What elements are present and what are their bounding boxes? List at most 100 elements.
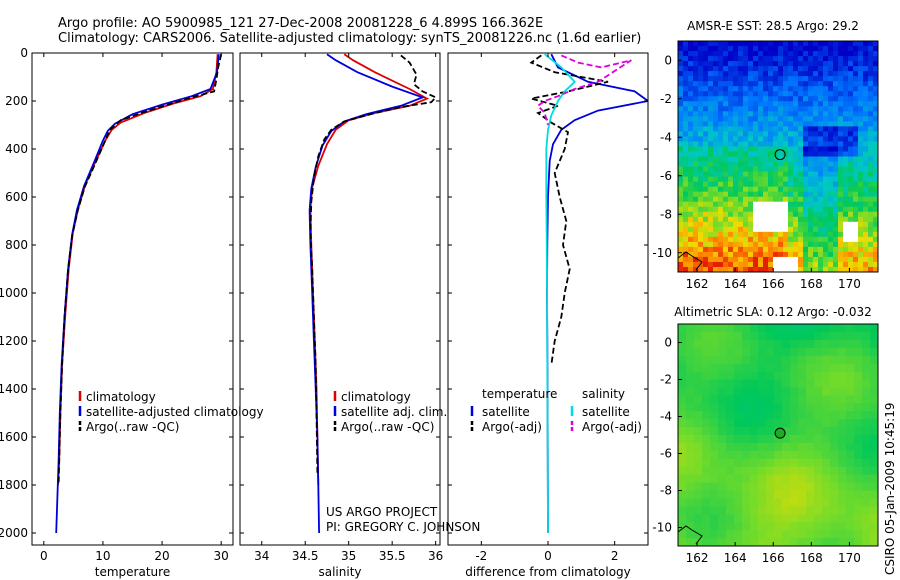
map-cell [683,136,689,142]
map-cell [702,339,711,349]
project-annotation: PI: GREGORY C. JOHNSON [326,520,480,534]
map-cell [678,196,684,203]
map-cell [718,427,727,436]
map-cell [788,206,794,213]
map-cell [750,450,759,460]
map-cell [823,161,829,168]
map-cell [818,61,824,67]
map-cell [803,241,809,248]
map-cell [743,141,749,147]
map-cell [873,126,879,132]
map-cell [853,261,859,268]
map-cell [738,106,744,112]
map-cell [688,201,694,208]
map-cell [858,201,864,208]
map-cell [862,419,871,428]
map-cell [718,490,727,499]
map-cell [808,186,814,193]
map-cell [688,186,694,193]
map-cell [748,111,754,117]
map-cell [708,131,714,137]
map-cell [733,51,739,57]
map-cell [778,221,784,228]
credit-text: CSIRO 05-Jan-2009 10:45:19 [883,403,897,575]
map-cell [828,211,834,218]
map-cell [710,371,719,380]
map-cell [788,256,794,263]
map-cell [873,211,879,218]
map-cell [703,221,709,228]
map-cell [870,490,879,499]
map-cell [790,435,799,444]
map-cell [702,450,711,460]
map-cell [702,347,711,357]
map-cell [868,186,874,193]
map-cell [773,111,779,117]
map-cell [688,161,694,168]
map-cell [758,395,767,404]
map-cell [758,46,764,52]
map-cell [870,411,879,420]
map-cell [798,156,804,163]
map-cell [758,266,764,273]
map-cell [718,91,724,97]
legend-label: Argo(..raw -QC) [86,420,179,434]
map-cell [848,166,854,173]
map-cell [853,231,859,238]
map-cell [743,201,749,208]
map-cell [698,51,704,57]
map-cell [788,76,794,82]
map-cell [743,256,749,263]
map-cell [738,136,744,142]
series-line-satellite [546,53,648,534]
map-cell [848,246,854,253]
map-cell [814,506,823,515]
map-cell [733,176,739,183]
map-cell [748,161,754,168]
map-cell [718,176,724,183]
map-cell [728,256,734,263]
map-cell [863,236,869,243]
map-cell [870,458,879,468]
map-cell [703,101,709,107]
map-cell [798,419,807,428]
map-cell [678,339,687,349]
map-cell [713,106,719,112]
map-cell [808,131,814,137]
map-cell [698,46,704,52]
map-cell [742,411,751,420]
map-cell [688,106,694,112]
map-cell [718,371,727,380]
map-cell [763,166,769,173]
map-cell [798,76,804,82]
map-cell [830,490,839,499]
map-cell [814,363,823,373]
map-cell [823,91,829,97]
map-cell [763,216,769,223]
map-cell [803,161,809,168]
map-cell [806,339,815,349]
map-cell [753,101,759,107]
map-cell [818,111,824,117]
map-cell [846,458,855,468]
map-cell [846,355,855,365]
map-cell [843,261,849,268]
map-cell [763,156,769,163]
map-cell [718,466,727,476]
map-cell [698,91,704,97]
map-cell [726,339,735,349]
map-cell [748,191,754,198]
y-tick-label: -2 [660,92,672,106]
map-cell [788,106,794,112]
map-cell [788,266,794,273]
map-cell [828,246,834,253]
map-cell [702,403,711,412]
map-cell [748,256,754,263]
map-cell [793,101,799,107]
map-cell [688,221,694,228]
map-cell [790,506,799,515]
map-cell [728,211,734,218]
map-cell [728,146,734,152]
map-cell [702,538,711,547]
map-cell [808,71,814,77]
